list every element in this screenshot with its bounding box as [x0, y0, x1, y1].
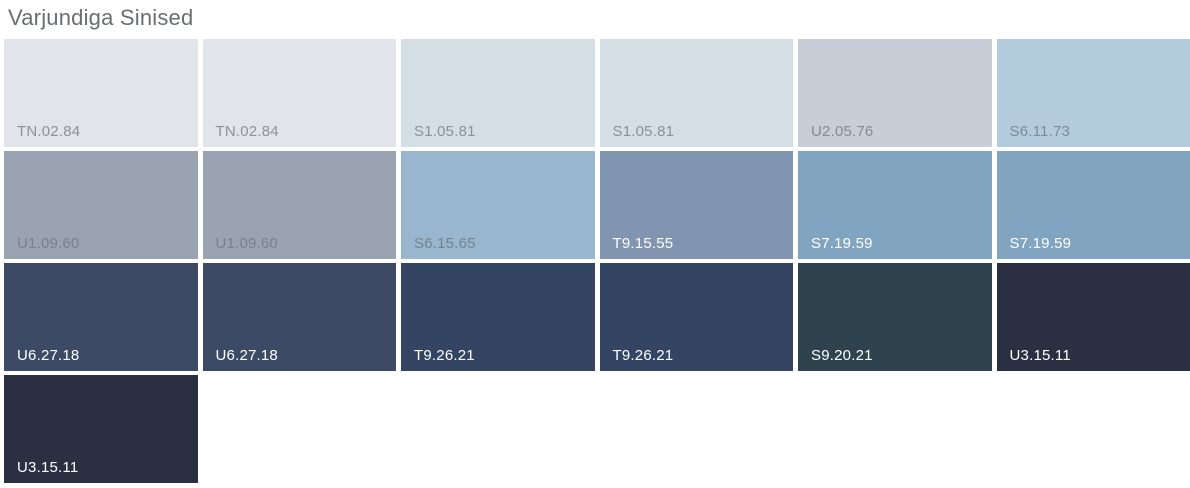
swatch-code-label: U3.15.11 — [1009, 347, 1071, 364]
swatch-code-label: S7.19.59 — [1009, 235, 1072, 252]
swatch-code-label: T9.26.21 — [414, 347, 475, 364]
swatch-grid: TN.02.84 TN.02.84 S1.05.81 S1.05.81 U2.05.76… — [4, 39, 1190, 483]
swatch-code-label: U1.09.60 — [17, 235, 80, 252]
color-swatch[interactable]: U2.05.76 — [798, 39, 992, 147]
color-swatch[interactable]: T9.15.55 — [599, 151, 793, 259]
swatch-code-label: S6.15.65 — [414, 235, 476, 252]
color-swatch[interactable]: S1.05.81 — [401, 39, 595, 147]
color-swatch[interactable]: S7.19.59 — [996, 151, 1190, 259]
color-swatch[interactable]: U3.15.11 — [996, 263, 1190, 371]
swatch-code-label: TN.02.84 — [17, 123, 81, 140]
swatch-code-label: S6.11.73 — [1009, 123, 1071, 140]
swatch-code-label: S7.19.59 — [811, 235, 873, 252]
color-swatch[interactable]: T9.26.21 — [401, 263, 595, 371]
color-swatch[interactable]: S7.19.59 — [798, 151, 992, 259]
swatch-code-label: S9.20.21 — [811, 347, 873, 364]
color-swatch[interactable]: U1.09.60 — [4, 151, 198, 259]
color-swatch[interactable]: S9.20.21 — [798, 263, 992, 371]
swatch-code-label: U2.05.76 — [811, 123, 874, 140]
color-swatch[interactable]: S6.15.65 — [401, 151, 595, 259]
swatch-code-label: U6.27.18 — [17, 347, 80, 364]
swatch-code-label: T9.15.55 — [612, 235, 674, 252]
color-swatch[interactable]: TN.02.84 — [4, 39, 198, 147]
color-swatch[interactable]: U1.09.60 — [202, 151, 396, 259]
swatch-code-label: U1.09.60 — [215, 235, 278, 252]
swatch-code-label: TN.02.84 — [215, 123, 279, 140]
color-swatch[interactable]: S6.11.73 — [996, 39, 1190, 147]
color-swatch[interactable]: U6.27.18 — [202, 263, 396, 371]
swatch-code-label: U6.27.18 — [215, 347, 278, 364]
color-swatch[interactable]: U6.27.18 — [4, 263, 198, 371]
color-swatch[interactable]: T9.26.21 — [599, 263, 793, 371]
color-swatch[interactable]: U3.15.11 — [4, 375, 198, 483]
color-swatch[interactable]: TN.02.84 — [202, 39, 396, 147]
swatch-code-label: S1.05.81 — [612, 123, 675, 140]
swatch-code-label: U3.15.11 — [17, 459, 79, 476]
color-swatch[interactable]: S1.05.81 — [599, 39, 793, 147]
swatch-code-label: S1.05.81 — [414, 123, 476, 140]
palette-title: Varjundiga Sinised — [8, 5, 194, 30]
swatch-code-label: T9.26.21 — [612, 347, 674, 364]
